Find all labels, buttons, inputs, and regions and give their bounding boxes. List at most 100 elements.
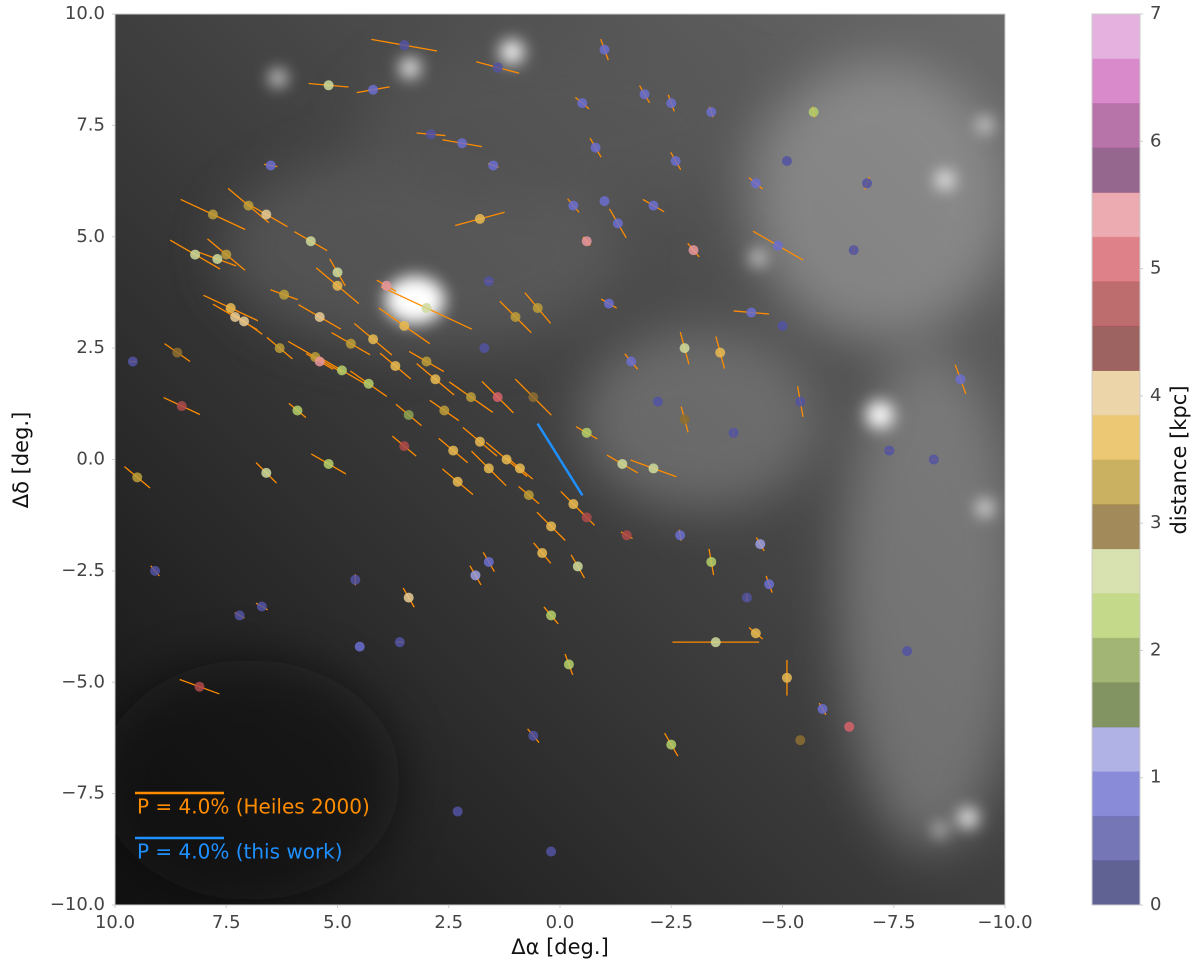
star-point (474, 213, 485, 224)
star-point (314, 311, 325, 322)
colorbar-segment (1092, 682, 1140, 728)
colorbar-segment (1092, 548, 1140, 594)
star-point (368, 334, 379, 345)
star-point (648, 463, 659, 474)
star-point (483, 463, 494, 474)
star-point (599, 44, 610, 55)
colorbar-tick-label: 2 (1150, 639, 1161, 660)
colorbar-frame (1091, 13, 1141, 906)
y-tick-label: 2.5 (76, 337, 105, 358)
star-point (194, 681, 205, 692)
x-tick-label: −5.0 (761, 912, 805, 933)
star-point (190, 249, 201, 260)
star-point (354, 641, 365, 652)
x-tick-label: −7.5 (872, 912, 916, 933)
x-tick-label: 0.0 (546, 912, 575, 933)
star-point (862, 178, 873, 189)
star-point (532, 303, 543, 314)
star-point (848, 245, 859, 256)
legend-label: P = 4.0% (this work) (137, 840, 343, 864)
star-point (546, 846, 557, 857)
star-point (381, 280, 392, 291)
star-point (781, 672, 792, 683)
star-point (928, 454, 939, 465)
star-point (710, 637, 721, 648)
star-point (292, 405, 303, 416)
star-point (479, 343, 490, 354)
star-point (265, 160, 276, 171)
colorbar-segment (1092, 14, 1140, 60)
star-point (457, 138, 468, 149)
y-tick-label: −7.5 (61, 783, 105, 804)
y-tick-label: −10.0 (50, 894, 105, 915)
colorbar-segment (1092, 771, 1140, 817)
y-axis-label: Δδ [deg.] (9, 412, 33, 509)
star-point (688, 245, 699, 256)
star-point (528, 392, 539, 403)
star-point (483, 556, 494, 567)
star-point (421, 356, 432, 367)
y-tick-label: 7.5 (76, 114, 105, 135)
star-point (572, 561, 583, 572)
star-point (773, 240, 784, 251)
star-point (212, 254, 223, 265)
star-point (176, 401, 187, 412)
star-point (626, 356, 637, 367)
colorbar-segment (1092, 236, 1140, 282)
star-point (795, 396, 806, 407)
star-point (795, 735, 806, 746)
star-point (332, 280, 343, 291)
star-point (127, 356, 138, 367)
star-point (466, 392, 476, 403)
x-tick-label: −2.5 (649, 912, 693, 933)
star-point (492, 62, 503, 73)
star-point (648, 200, 659, 211)
star-point (399, 320, 410, 331)
star-point (150, 565, 161, 576)
star-point (523, 490, 534, 501)
star-point (230, 311, 241, 322)
star-point (546, 521, 557, 532)
star-point (755, 539, 766, 550)
star-point (256, 601, 267, 612)
star-point (581, 512, 592, 523)
star-point (510, 311, 521, 322)
star-point (483, 276, 494, 287)
colorbar-segment (1092, 103, 1140, 149)
colorbar-tick-label: 4 (1150, 385, 1161, 406)
star-point (715, 347, 726, 358)
colorbar-segment (1092, 860, 1140, 906)
star-point (368, 84, 379, 95)
star-point (225, 303, 236, 314)
star-point (492, 392, 503, 403)
star-point (666, 739, 677, 750)
star-point (884, 445, 895, 456)
colorbar-tick-label: 6 (1150, 130, 1161, 151)
star-point (305, 236, 316, 247)
star-point (452, 806, 463, 817)
star-point (581, 427, 592, 438)
colorbar-tick-label: 5 (1150, 258, 1161, 279)
colorbar-segment (1092, 815, 1140, 861)
star-point (675, 530, 686, 541)
star-point (314, 356, 325, 367)
star-point (239, 316, 250, 327)
colorbar-segment (1092, 147, 1140, 193)
star-point (679, 343, 690, 354)
star-point (777, 320, 788, 331)
star-point (568, 200, 579, 211)
star-point (728, 427, 739, 438)
star-point (452, 476, 463, 487)
colorbar-segment (1092, 58, 1140, 104)
star-point (345, 338, 356, 349)
star-point (274, 343, 285, 354)
star-point (403, 592, 414, 603)
star-point (323, 458, 334, 469)
star-point (902, 646, 913, 657)
star-point (581, 236, 592, 247)
star-point (514, 463, 525, 474)
star-point (421, 303, 432, 314)
star-point (817, 703, 828, 714)
star-point (603, 298, 614, 309)
